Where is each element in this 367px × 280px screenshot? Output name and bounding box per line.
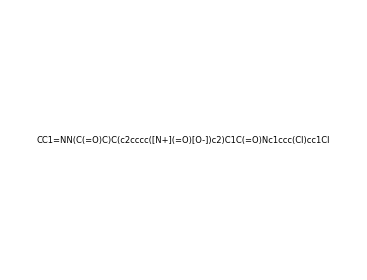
Text: CC1=NN(C(=O)C)C(c2cccc([N+](=O)[O-])c2)C1C(=O)Nc1ccc(Cl)cc1Cl: CC1=NN(C(=O)C)C(c2cccc([N+](=O)[O-])c2)C… — [37, 136, 330, 144]
